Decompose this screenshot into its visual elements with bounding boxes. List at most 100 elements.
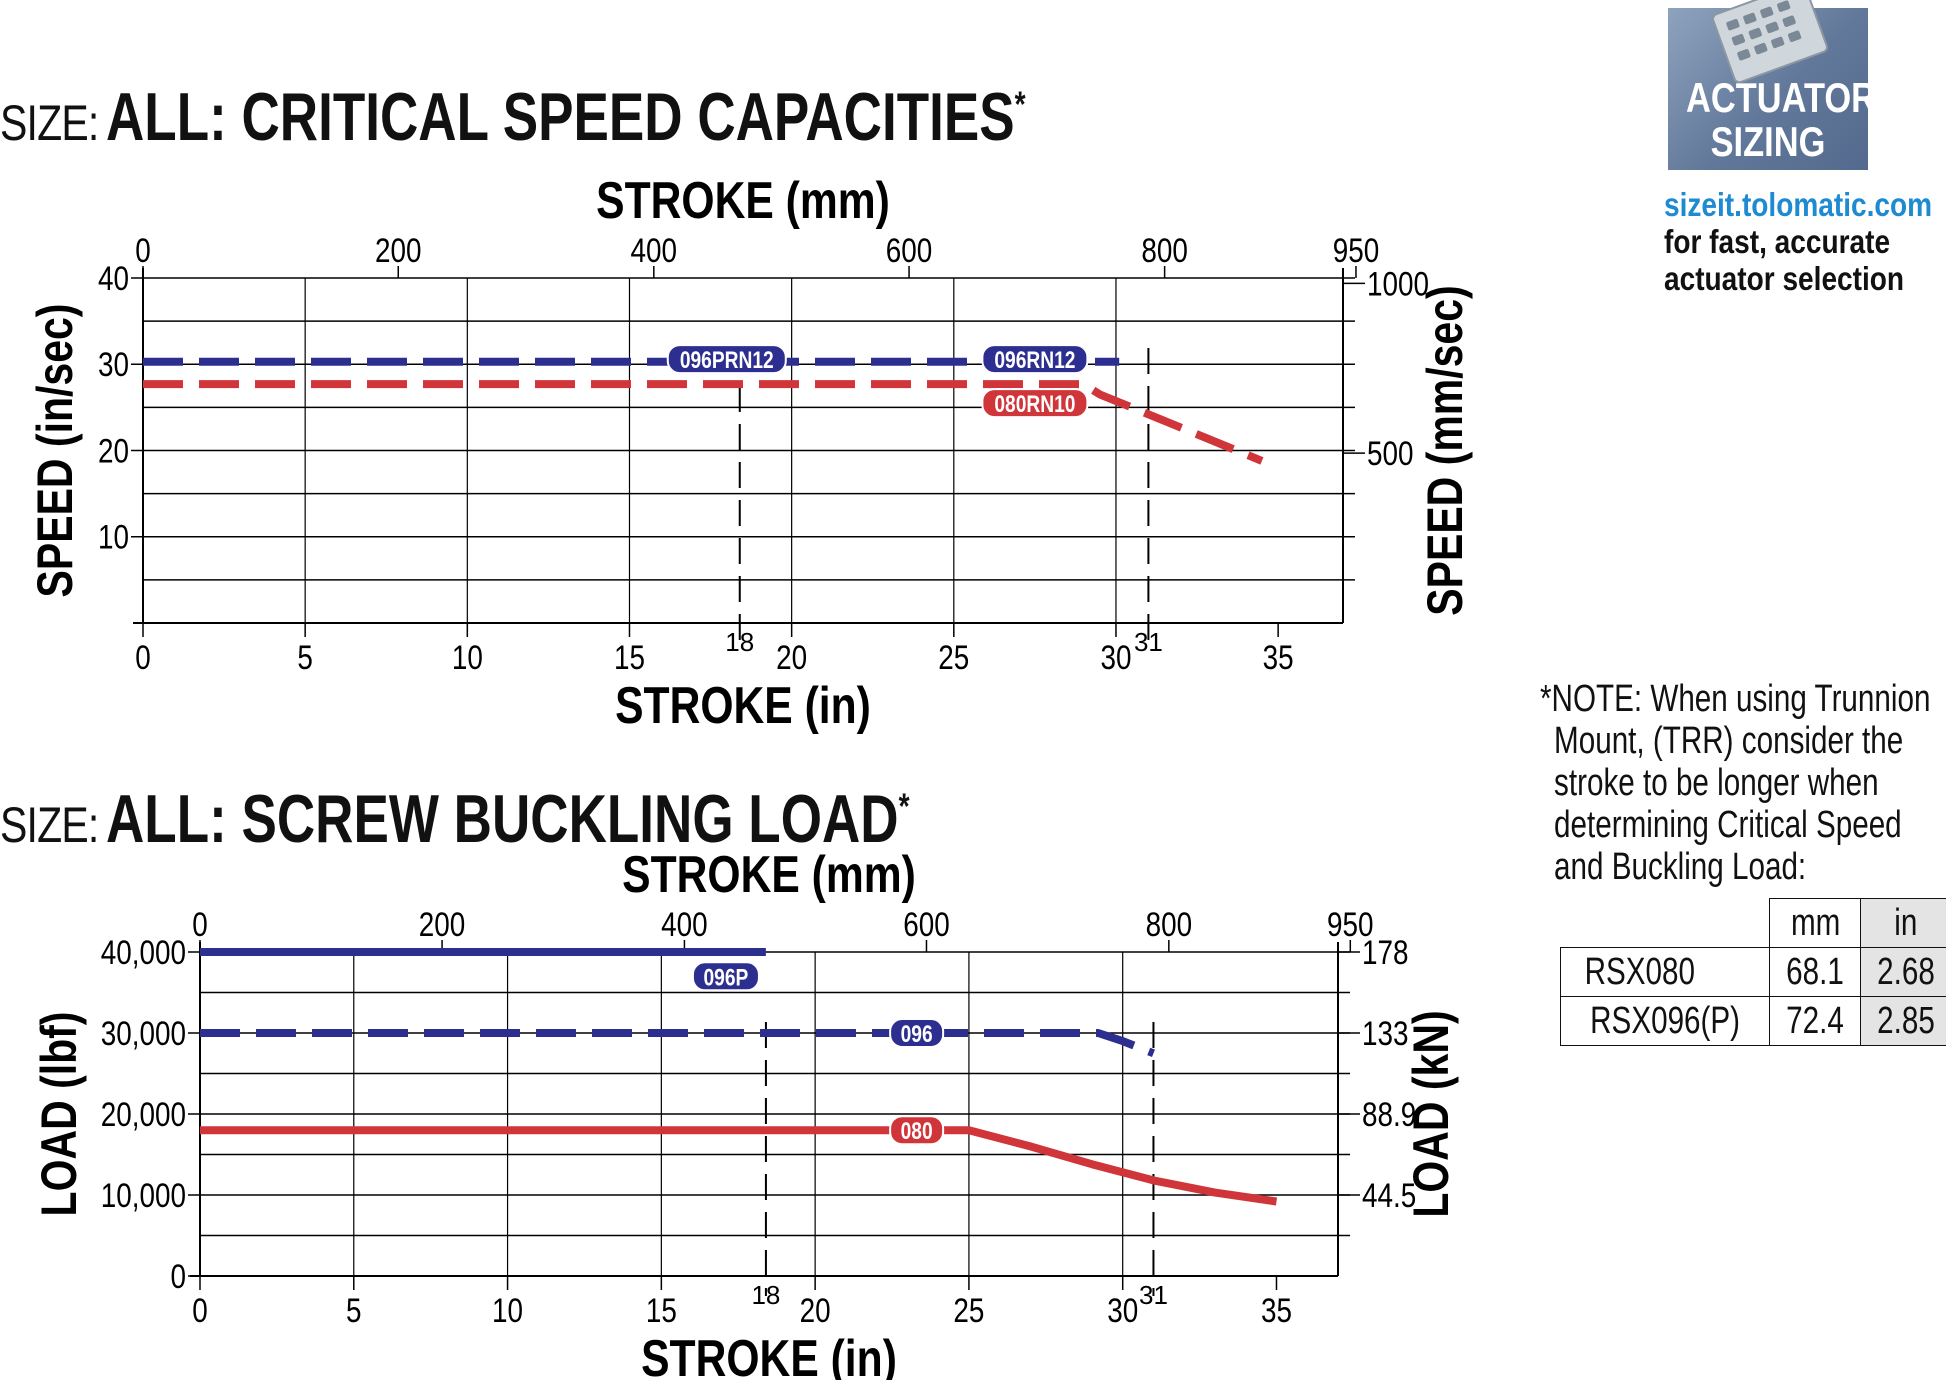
table-cell-model: RSX096(P) [1559,996,1771,1046]
y-axis-title: SPEED (in/sec) [27,304,83,598]
series-line-080 [200,1126,1278,1206]
x2-tick-label: 0 [192,905,208,943]
series-label-bg [666,344,787,375]
x-tick-label: 0 [192,1291,208,1329]
x2-tick-label: 950 [1333,231,1380,269]
x-tick-label: 15 [614,638,645,676]
series-label-bg [691,961,760,992]
x2-tick-label: 600 [886,231,933,269]
series-label: 080RN10 [994,390,1075,418]
y2-tick-label: 44.5 [1362,1176,1416,1214]
series-label-bg [981,388,1089,419]
x2-tick-label: 800 [1141,231,1188,269]
tagline-line-1: for fast, accurate [1664,223,1891,260]
x2-axis-title: STROKE (mm) [622,846,916,904]
table-header-row: mm in [1561,898,1946,948]
note-line: *NOTE: When using Trunnion [1540,678,1931,720]
series-label: 096 [901,1020,933,1048]
x-tick-label: 25 [953,1291,984,1329]
y2-axis-title: LOAD (kN) [1403,1010,1459,1217]
sizing-url-link[interactable]: sizeit.tolomatic.com [1664,186,1933,223]
trunnion-note: *NOTE: When using Trunnion Mount, (TRR) … [1540,678,1931,888]
series-line-080RN10 [143,380,1264,465]
tagline-line-2: actuator selection [1664,260,1905,297]
series-label-bg [889,1018,945,1048]
x-tick-label: 10 [452,638,483,676]
x-tick-label: 5 [346,1291,362,1329]
x2-tick-label: 600 [903,905,950,943]
sizing-promo: sizeit.tolomatic.com for fast, accurate … [1664,186,1933,297]
y-tick-label: 20 [98,432,129,470]
y2-tick-label: 133 [1362,1014,1409,1052]
x-tick-label: 20 [800,1291,831,1329]
y2-axis-title: SPEED (mm/sec) [1417,285,1473,615]
x2-tick-label: 0 [135,231,151,269]
table-cell-mm: 72.4 [1769,996,1862,1046]
title-main: ALL: CRITICAL SPEED CAPACITIES* [106,78,1026,156]
series-label: 080 [901,1117,933,1145]
x-tick-label: 20 [776,638,807,676]
table-header-mm: mm [1769,898,1862,948]
y2-tick-label: 178 [1362,933,1409,971]
series-line-096 [200,1029,1155,1058]
x-tick-label: 0 [135,638,151,676]
x2-axis-title: STROKE (mm) [596,172,890,230]
y-tick-label: 10 [98,518,129,556]
series-label: 096RN12 [994,346,1075,374]
table-cell-model: RSX080 [1559,947,1771,997]
y-tick-label: 30,000 [101,1014,186,1052]
y2-tick-label: 88.9 [1362,1095,1416,1133]
x-axis-title: STROKE (in) [641,1330,897,1380]
marker-line-label: 31 [1139,1280,1168,1310]
table-header-empty [1561,899,1770,948]
series-label: 096PRN12 [680,346,774,374]
y2-tick-label: 500 [1367,435,1414,473]
title-asterisk: * [899,785,910,827]
series-label-bg [981,344,1089,375]
x2-tick-label: 400 [631,231,678,269]
x2-tick-label: 800 [1146,905,1193,943]
y-tick-label: 20,000 [101,1095,186,1133]
marker-line-label: 31 [1134,627,1163,657]
y-tick-label: 0 [170,1257,186,1295]
x-tick-label: 30 [1100,638,1131,676]
title-main: ALL: SCREW BUCKLING LOAD* [106,780,910,858]
marker-line-label: 18 [751,1280,780,1310]
badge-line-2: SIZING [1710,118,1826,165]
chart-title-speed: SIZE: ALL: CRITICAL SPEED CAPACITIES* [0,78,1285,156]
note-line: Mount, (TRR) consider the [1554,720,1904,762]
y-tick-label: 30 [98,346,129,384]
x-tick-label: 35 [1261,1291,1292,1329]
note-line: and Buckling Load: [1554,846,1807,888]
x-tick-label: 30 [1107,1291,1138,1329]
series-label: 096P [704,963,749,991]
x-tick-label: 10 [492,1291,523,1329]
y-axis-title: LOAD (lbf) [31,1012,87,1217]
x-tick-label: 35 [1263,638,1294,676]
title-asterisk: * [1015,83,1027,125]
table-cell-mm: 68.1 [1769,947,1862,997]
trunnion-offset-table: mm in RSX080 68.1 2.68 RSX096(P) 72.4 2.… [1559,898,1946,1046]
title-main-text: ALL: CRITICAL SPEED CAPACITIES [106,79,1016,155]
title-main-text: ALL: SCREW BUCKLING LOAD [106,781,900,857]
table-row: RSX096(P) 72.4 2.85 [1559,996,1946,1046]
title-prefix: SIZE: [0,797,99,853]
actuator-sizing-badge[interactable]: ACTUATOR SIZING [1668,0,1877,170]
badge-line-1: ACTUATOR [1686,74,1877,121]
marker-line-label: 18 [725,627,754,657]
table-header-in: in [1860,898,1946,948]
x2-tick-label: 200 [375,231,422,269]
table-row: RSX080 68.1 2.68 [1559,947,1946,997]
y-tick-label: 40,000 [101,933,186,971]
note-line: stroke to be longer when [1554,762,1879,804]
table-cell-in: 2.85 [1860,996,1946,1046]
x2-tick-label: 200 [419,905,466,943]
y-tick-label: 10,000 [101,1176,186,1214]
calculator-icon [1710,0,1830,85]
x-tick-label: 15 [646,1291,677,1329]
x-axis-title: STROKE (in) [615,677,871,735]
series-label-bg [889,1115,945,1146]
y2-tick-label: 1000 [1367,265,1429,303]
table-cell-in: 2.68 [1860,947,1946,997]
load-chart: 0 5 10 15 20 25 30 35 0 200 400 600 800 950 0 10,000 20,… [31,846,1459,1380]
